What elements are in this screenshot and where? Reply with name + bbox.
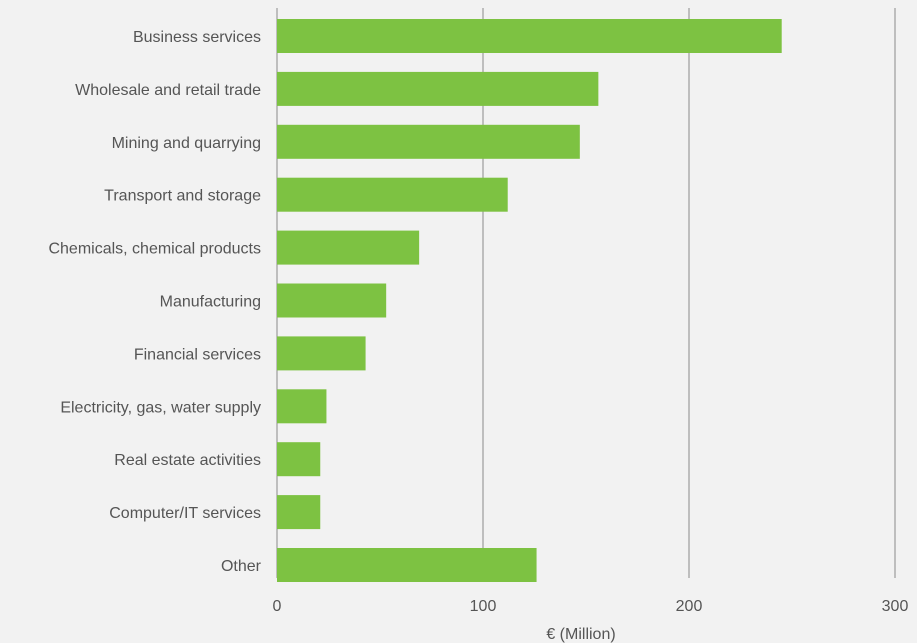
- bar-manufacturing: [277, 283, 387, 318]
- category-label-real-estate-activities: Real estate activities: [114, 452, 261, 469]
- bars: [277, 19, 782, 582]
- bar-financial-services: [277, 336, 366, 371]
- bar-other: [277, 548, 537, 582]
- x-tick-label-0: 0: [273, 598, 282, 615]
- bar-transport-and-storage: [277, 177, 508, 212]
- category-label-mining-and-quarrying: Mining and quarrying: [112, 135, 261, 152]
- category-label-other: Other: [221, 558, 262, 575]
- category-label-computer-it-services: Computer/IT services: [109, 505, 261, 522]
- category-labels: Business services Wholesale and retail tr…: [48, 29, 261, 575]
- bar-wholesale-and-retail-trade: [277, 71, 599, 106]
- x-axis-title: € (Million): [546, 626, 615, 643]
- category-label-financial-services: Financial services: [134, 346, 261, 363]
- x-axis-ticks: 0 100 200 300: [273, 598, 909, 615]
- category-label-business-services: Business services: [133, 29, 261, 46]
- bar-chemicals-chemical-products: [277, 230, 420, 265]
- bar-mining-and-quarrying: [277, 124, 580, 159]
- category-label-manufacturing: Manufacturing: [160, 294, 261, 311]
- bar-computer-it-services: [277, 495, 321, 530]
- x-tick-label-100: 100: [470, 598, 497, 615]
- category-label-transport-and-storage: Transport and storage: [104, 188, 261, 205]
- bar-electricity-gas-water-supply: [277, 389, 327, 424]
- bar-real-estate-activities: [277, 442, 321, 477]
- category-label-electricity-gas-water-supply: Electricity, gas, water supply: [60, 399, 261, 416]
- x-tick-label-200: 200: [676, 598, 703, 615]
- category-label-wholesale-and-retail-trade: Wholesale and retail trade: [75, 82, 261, 99]
- bar-business-services: [277, 19, 782, 53]
- x-tick-label-300: 300: [882, 598, 909, 615]
- category-label-chemicals-chemical-products: Chemicals, chemical products: [48, 241, 261, 258]
